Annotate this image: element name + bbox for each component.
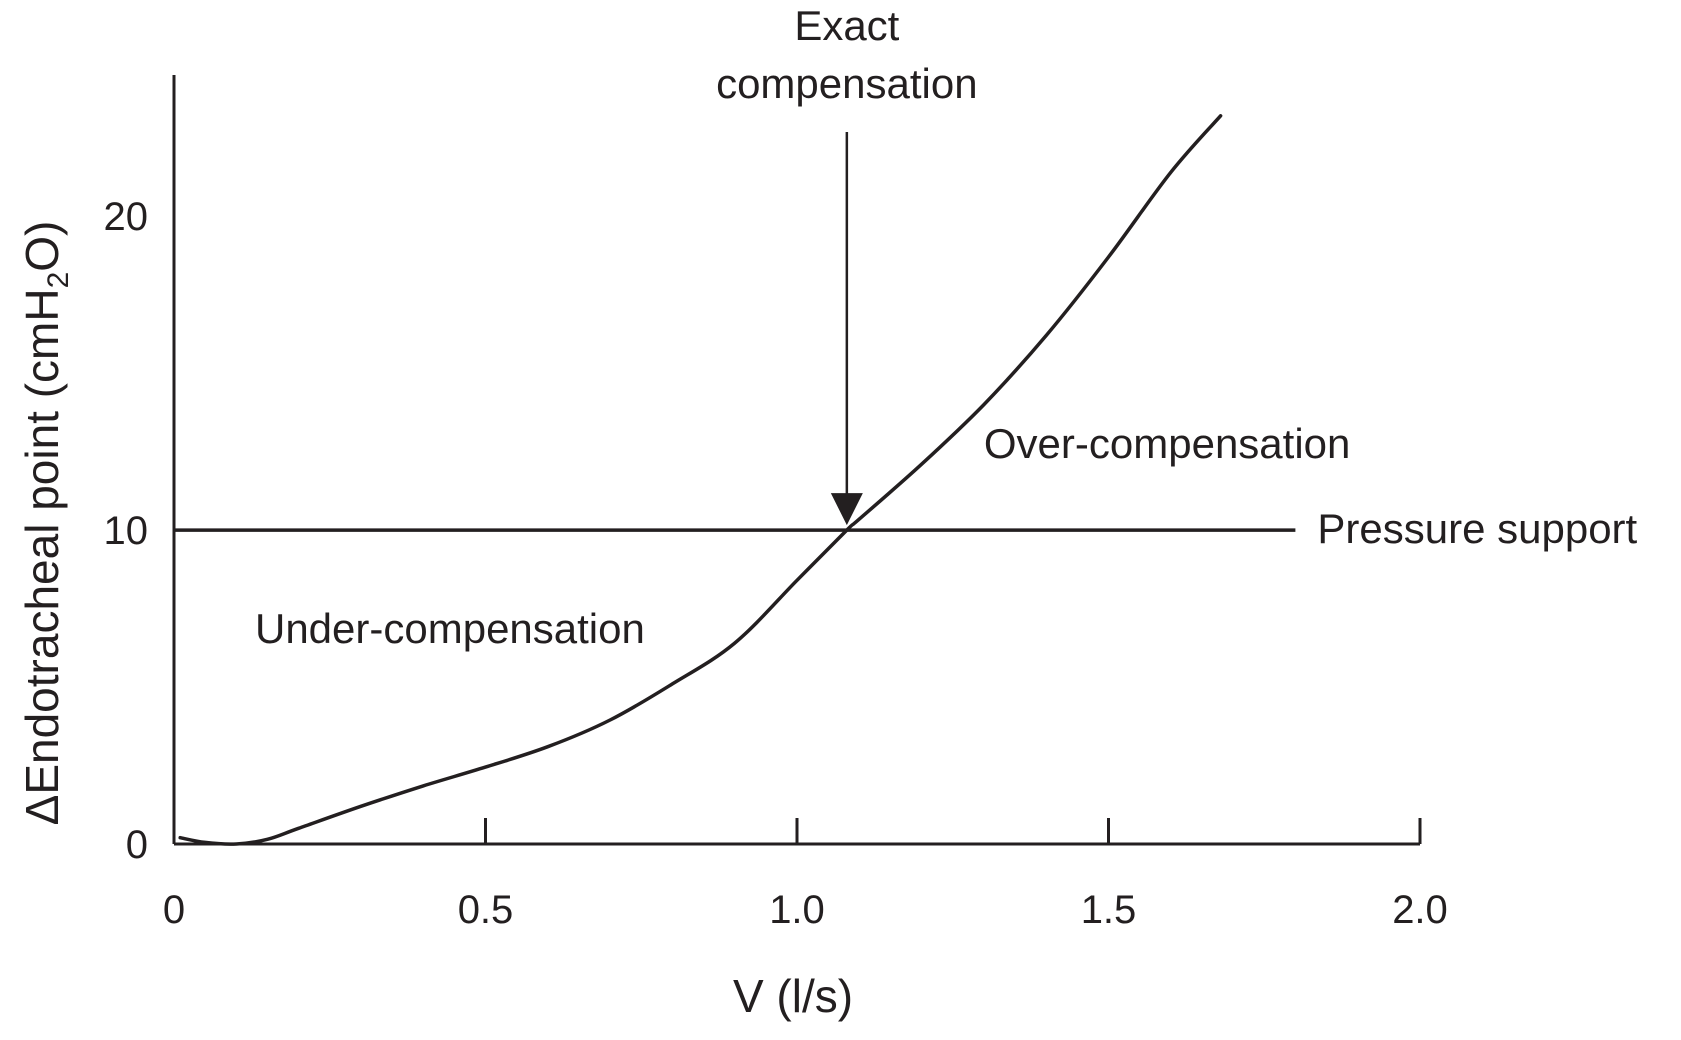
- x-tick-label: 1.5: [1081, 888, 1137, 932]
- y-tick-label: 10: [104, 509, 149, 553]
- exact-compensation-label-line1: Exact: [794, 2, 899, 49]
- over-compensation-label: Over-compensation: [984, 420, 1351, 467]
- pressure-support-label: Pressure support: [1317, 505, 1637, 552]
- exact-compensation-arrow-head: [830, 493, 863, 526]
- y-axis-label-subscript: 2: [42, 272, 75, 289]
- x-axis-label: V (l/s): [733, 970, 853, 1022]
- compensation-curve: [178, 114, 1223, 846]
- pressure-support-line-group: Pressure support: [174, 505, 1638, 552]
- y-tick-label: 20: [104, 195, 149, 239]
- under-compensation-label: Under-compensation: [255, 605, 645, 652]
- y-tick-label: 0: [126, 823, 148, 867]
- axis-labels: V (l/s) ΔEndotracheal point (cmH2O): [16, 221, 853, 1022]
- y-axis-label-suffix: O): [16, 221, 68, 272]
- x-tick-label: 0.5: [458, 888, 514, 932]
- y-axis-label: ΔEndotracheal point (cmH2O): [16, 221, 75, 826]
- x-tick-label: 1.0: [769, 888, 825, 932]
- x-tick-label: 2.0: [1392, 888, 1448, 932]
- curve-group: [178, 114, 1223, 846]
- axis-ticks: 0 0.5 1.0 1.5 2.0 0 10 20: [104, 195, 1448, 932]
- exact-compensation-label-line2: compensation: [716, 60, 978, 107]
- x-tick-label: 0: [163, 888, 185, 932]
- annotations: Exact compensation Over-compensation Under-…: [255, 2, 1350, 652]
- y-axis-label-prefix: ΔEndotracheal point (cmH: [16, 288, 68, 825]
